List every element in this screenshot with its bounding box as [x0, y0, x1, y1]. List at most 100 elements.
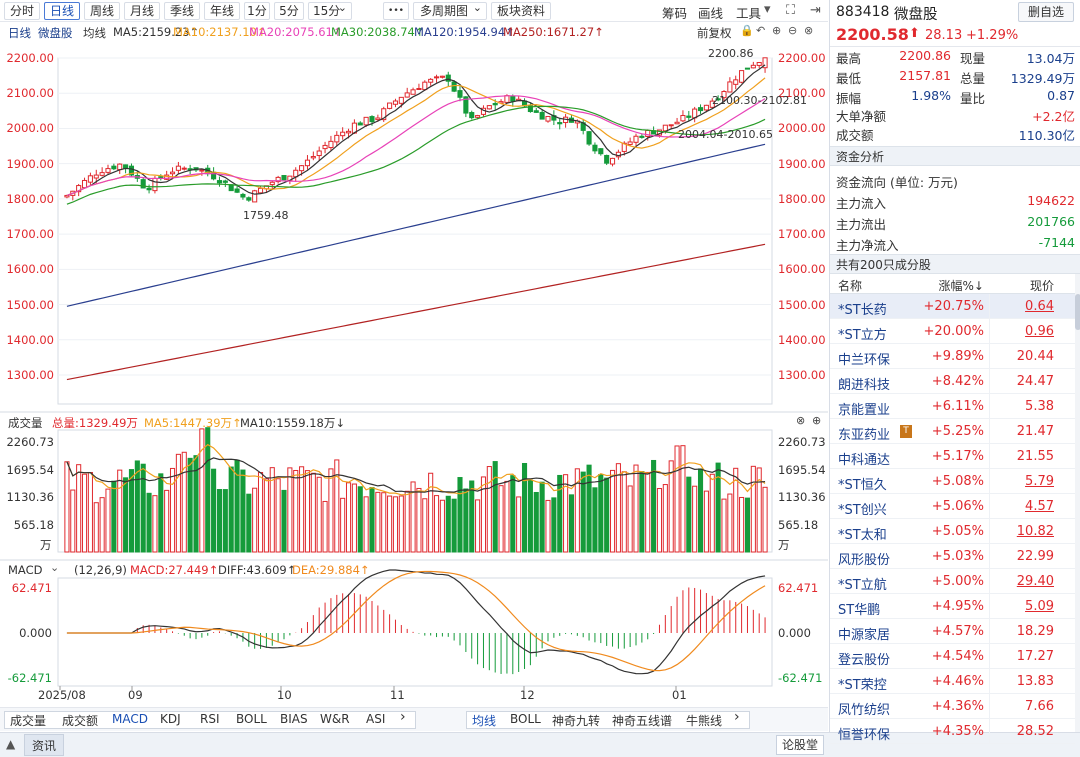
- candle-body: [475, 115, 481, 118]
- period-tab-5[interactable]: 年线: [204, 2, 240, 20]
- scrollbar[interactable]: [1075, 274, 1080, 732]
- list-item[interactable]: 京能置业 +6.11% 5.38: [830, 394, 1075, 419]
- multi-period-label: 多周期图: [420, 4, 469, 18]
- period-tab-0[interactable]: 分时: [4, 2, 40, 20]
- period-tab-8[interactable]: 15分 ⌄: [308, 1, 352, 20]
- indicator-tab-2[interactable]: MACD: [112, 712, 148, 726]
- volume-bar: [709, 473, 715, 553]
- candle-body: [375, 117, 381, 121]
- list-item[interactable]: 恒誉环保 +4.35% 28.52: [830, 719, 1075, 744]
- discuss-button[interactable]: 论股堂: [776, 735, 824, 755]
- delete-favorite-button[interactable]: 删自选: [1018, 2, 1074, 22]
- list-item[interactable]: *ST创兴 +5.06% 4.57: [830, 494, 1075, 519]
- overlay-tab-3[interactable]: 神奇五线谱: [612, 714, 673, 728]
- fund-analysis-header[interactable]: 资金分析: [830, 146, 1080, 166]
- list-item[interactable]: 中兰环保 +9.89% 20.44: [830, 344, 1075, 369]
- period-tab-6[interactable]: 1分: [244, 2, 270, 20]
- volume-bar: [205, 427, 211, 553]
- candle-body: [674, 121, 680, 125]
- tool-1[interactable]: 画线: [698, 6, 724, 21]
- list-item[interactable]: 中科通达 +5.17% 21.55: [830, 444, 1075, 469]
- list-item[interactable]: 风形股份 +5.03% 22.99: [830, 544, 1075, 569]
- list-item[interactable]: *ST长药 +20.75% 0.64: [830, 294, 1075, 319]
- volume-bar: [257, 472, 264, 553]
- candle-body: [639, 135, 645, 138]
- indicator-tab-8[interactable]: ASI: [366, 712, 386, 726]
- overlay-tab-1[interactable]: BOLL: [510, 712, 541, 726]
- period-tab-3[interactable]: 月线: [124, 2, 160, 20]
- list-item[interactable]: *ST恒久 +5.08% 5.79: [830, 469, 1075, 494]
- indicator-tab-7[interactable]: W&R: [320, 712, 350, 726]
- stock-pct: +20.00%: [923, 324, 984, 339]
- indicator-tab-5[interactable]: BOLL: [236, 712, 267, 726]
- col-pct[interactable]: 涨幅%↓: [938, 279, 984, 293]
- candle-body: [316, 150, 322, 157]
- news-tab[interactable]: 资讯: [24, 734, 64, 756]
- block-info-button[interactable]: 板块资料: [491, 2, 551, 20]
- indicator-tab-4[interactable]: RSI: [200, 712, 220, 726]
- tool-0[interactable]: 筹码: [662, 6, 688, 21]
- collapse-icon[interactable]: ⇥: [810, 3, 821, 18]
- tool-2[interactable]: 工具: [736, 6, 762, 21]
- period-tab-1[interactable]: 日线: [44, 2, 80, 20]
- stock-pct: +4.35%: [931, 724, 984, 739]
- volume-bar: [686, 476, 692, 553]
- candle-body: [604, 154, 610, 164]
- volume-bar: [639, 471, 645, 553]
- stock-price: 22.99: [1016, 549, 1054, 564]
- overlay-tab-2[interactable]: 神奇九转: [552, 714, 601, 728]
- status-bar: ▲ 资讯 论股堂: [0, 732, 1080, 757]
- volume-bar: [410, 481, 416, 553]
- indicator-tab-3[interactable]: KDJ: [160, 712, 181, 726]
- volume-bar: [563, 474, 569, 553]
- indicator-tab-6[interactable]: BIAS: [280, 712, 308, 726]
- list-item[interactable]: 凤竹纺织 +4.36% 7.66: [830, 694, 1075, 719]
- stock-name: 朗进科技: [838, 378, 891, 393]
- overlay-tabs-box: [466, 711, 750, 729]
- overlay-tab-4[interactable]: 牛熊线: [686, 714, 723, 728]
- candle-body: [744, 67, 751, 70]
- list-item[interactable]: *ST太和 +5.05% 10.82: [830, 519, 1075, 544]
- multi-period-button[interactable]: 多周期图 ⌄: [413, 1, 487, 20]
- volume-bar: [187, 457, 193, 553]
- quote-value: 2200.86: [899, 48, 951, 63]
- chevron-right-icon[interactable]: ›: [734, 709, 740, 725]
- volume-bar: [457, 477, 463, 553]
- indicator-tab-0[interactable]: 成交量: [10, 714, 47, 728]
- volume-bar: [586, 464, 592, 553]
- candle-body: [99, 172, 105, 176]
- list-item[interactable]: ST华鹏 +4.95% 5.09: [830, 594, 1075, 619]
- stock-pct: +4.57%: [931, 624, 984, 639]
- period-tab-2[interactable]: 周线: [84, 2, 120, 20]
- list-item[interactable]: *ST立方 +20.00% 0.96: [830, 319, 1075, 344]
- indicator-tabbar: 成交量 成交额 MACD KDJ RSI BOLL BIAS W&R ASI › 均线 BOLL 神奇九…: [0, 707, 828, 731]
- volume-bar: [263, 478, 269, 553]
- list-item[interactable]: *ST荣控 +4.46% 13.83: [830, 669, 1075, 694]
- caret-down-icon: ▾: [764, 2, 771, 17]
- list-item[interactable]: 登云股份 +4.54% 17.27: [830, 644, 1075, 669]
- stock-price: 21.47: [1016, 424, 1054, 439]
- fullscreen-icon[interactable]: ⛶: [786, 3, 796, 18]
- list-item[interactable]: 东亚药业 +5.25% 21.47 T: [830, 419, 1075, 444]
- period-tab-7[interactable]: 5分: [274, 2, 304, 20]
- period-tab-4[interactable]: 季线: [164, 2, 200, 20]
- indicator-tab-1[interactable]: 成交额: [62, 714, 99, 728]
- candle-body: [428, 78, 434, 83]
- volume-bar: [76, 464, 82, 553]
- col-price[interactable]: 现价: [1029, 279, 1054, 293]
- candle-body: [469, 112, 475, 119]
- volume-bar: [70, 489, 76, 553]
- list-item[interactable]: 中源家居 +4.57% 18.29: [830, 619, 1075, 644]
- col-name[interactable]: 名称: [838, 279, 863, 293]
- chevron-right-icon[interactable]: ›: [400, 709, 406, 725]
- list-item[interactable]: 朗进科技 +8.42% 24.47: [830, 369, 1075, 394]
- expand-icon[interactable]: ▲: [6, 737, 16, 751]
- overlay-tab-0[interactable]: 均线: [472, 714, 497, 728]
- volume-bar: [668, 460, 674, 553]
- up-arrow-icon: ⬆: [909, 26, 920, 41]
- volume-bar: [633, 464, 639, 553]
- list-item[interactable]: *ST立航 +5.00% 29.40: [830, 569, 1075, 594]
- chart-canvas[interactable]: [0, 22, 828, 706]
- more-button[interactable]: •••: [383, 2, 409, 20]
- volume-bar: [756, 467, 762, 553]
